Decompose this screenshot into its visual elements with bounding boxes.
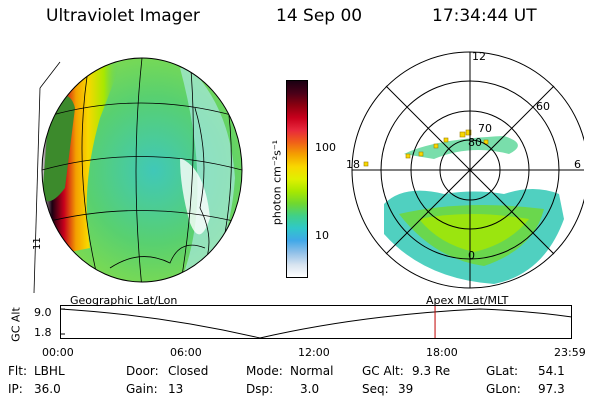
glon-label: GLon: <box>486 382 521 396</box>
globe-side-label: 11 <box>32 237 43 250</box>
door-label: Door: <box>126 364 159 378</box>
ip-value: 36.0 <box>34 382 61 396</box>
time-label: 17:34:44 UT <box>432 6 537 26</box>
y-tick-high: 9.0 <box>34 306 52 319</box>
polar-lat-70: 70 <box>478 122 492 135</box>
colorbar-unit-label: photon cm⁻²s⁻¹ <box>270 139 284 226</box>
glon-value: 97.3 <box>538 382 565 396</box>
seq-value: 39 <box>398 382 414 396</box>
seq-label: Seq: <box>362 382 389 396</box>
polar-lat-60: 60 <box>536 100 550 113</box>
apex-caption: Apex MLat/MLT <box>426 294 509 307</box>
mode-value: Normal <box>290 364 334 378</box>
colorbar <box>286 80 308 278</box>
polar-mlt-0: 0 <box>468 249 475 262</box>
instrument-title: Ultraviolet Imager <box>46 6 200 26</box>
dsp-value: 3.0 <box>300 382 320 396</box>
dsp-label: Dsp: <box>246 382 274 396</box>
polar-lat-80: 80 <box>468 136 482 149</box>
geographic-globe-image: 11 <box>32 57 243 293</box>
gain-label: Gain: <box>126 382 158 396</box>
glat-label: GLat: <box>486 364 519 378</box>
polar-mlt-18: 18 <box>346 158 360 171</box>
polar-mlt-6: 6 <box>574 158 581 171</box>
flt-label: Flt: <box>8 364 27 378</box>
altitude-curve <box>60 308 572 339</box>
ip-label: IP: <box>8 382 23 396</box>
colorbar-tick-100: 100 <box>315 141 336 154</box>
altitude-timeline <box>60 305 572 339</box>
x-tick-0000: 00:00 <box>42 346 74 359</box>
date-label: 14 Sep 00 <box>276 6 363 26</box>
geographic-caption: Geographic Lat/Lon <box>70 294 178 307</box>
flt-value: LBHL <box>34 364 65 378</box>
x-tick-2359: 23:59 <box>554 346 586 359</box>
x-tick-1800: 18:00 <box>426 346 458 359</box>
colorbar-tick-10: 10 <box>315 229 329 242</box>
gain-value: 13 <box>168 382 184 396</box>
x-tick-0600: 06:00 <box>170 346 202 359</box>
x-tick-1200: 12:00 <box>298 346 330 359</box>
gcalt-value: 9.3 Re <box>412 364 451 378</box>
mode-label: Mode: <box>246 364 283 378</box>
gcalt-label: GC Alt: <box>362 364 404 378</box>
gcalt-axis-title: GC Alt <box>9 307 23 342</box>
glat-value: 54.1 <box>538 364 565 378</box>
door-value: Closed <box>168 364 209 378</box>
polar-mlt-12: 12 <box>472 50 486 63</box>
y-tick-low: 1.8 <box>34 326 52 339</box>
polar-plot: 80 70 60 12 18 6 0 <box>346 50 584 289</box>
